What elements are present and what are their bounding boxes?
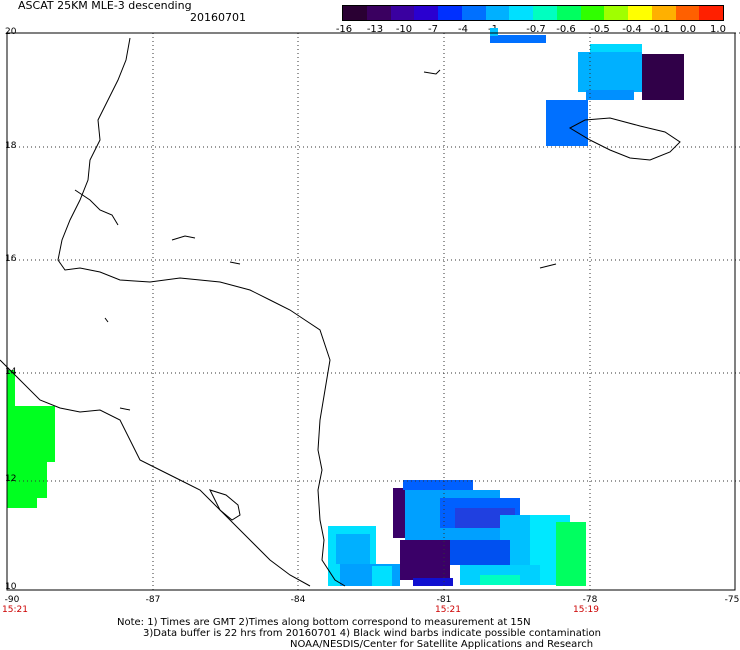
color-scale-segment [414,6,438,20]
color-label: -0.7 [526,24,546,35]
time-label: 15:19 [573,605,599,615]
color-scale-segment [509,6,533,20]
swath-cell [7,460,47,498]
color-label: -0.4 [622,24,642,35]
lon-label: -81 [436,595,452,605]
color-scale-segment [390,6,415,20]
coastlines [0,37,681,587]
color-scale-segment [438,6,462,20]
color-label: -4 [458,24,468,35]
footnote-line-3: NOAA/NESDIS/Center for Satellite Applica… [290,639,594,650]
color-label: -7 [428,24,438,35]
lon-label: -84 [290,595,306,605]
swath-cell [336,534,370,564]
color-label: -0.5 [590,24,610,35]
graticule [7,32,740,590]
color-scale-segment [366,6,391,20]
lon-label: -78 [582,595,598,605]
lat-label: 12 [5,474,17,484]
color-scale-segment [699,6,723,20]
color-label: -0.6 [556,24,576,35]
lon-label: -90 [4,595,20,605]
color-scale-segment [628,6,652,20]
swath-cell [590,44,642,54]
swath-cell [450,540,510,565]
swath-cell [578,52,642,92]
swath-cell [480,575,520,585]
color-scale-bar [342,5,724,21]
swath-cell [546,100,588,146]
color-scale-segment [651,6,676,20]
lat-label: 20 [5,27,17,37]
color-scale-segment [580,6,605,20]
color-label: -10 [395,24,413,35]
lat-label: 10 [5,582,17,592]
time-label: 15:21 [435,605,461,615]
color-label: -13 [366,24,384,35]
swath-cell [7,406,55,462]
color-scale-segment [675,6,700,20]
swath-cell [400,540,450,580]
color-scale-segment [604,6,628,20]
map-date: 20160701 [190,11,246,24]
lon-label: -75 [724,595,740,605]
color-scale-segment [461,6,486,20]
footnote-line-2: 3)Data buffer is 22 hrs from 20160701 4)… [143,628,601,639]
footnote-line-1: Note: 1) Times are GMT 2)Times along bot… [117,617,531,628]
color-scale-segment [533,6,557,20]
color-label: 1.0 [710,24,726,35]
wind-data-swaths [7,28,684,586]
color-scale-segment [343,6,367,20]
lon-label: -87 [145,595,161,605]
time-label: 15:21 [2,605,28,615]
map-frame [6,32,736,591]
swath-cell [7,370,15,408]
color-label: -0.1 [650,24,670,35]
swath-cell [7,496,37,508]
swath-cell [403,480,473,490]
color-label: -16 [335,24,353,35]
color-scale-segment [485,6,510,20]
color-scale-segment [556,6,581,20]
swath-cell [586,90,634,100]
swath-cell [490,28,498,36]
swath-cell [372,566,392,586]
lat-label: 14 [5,367,17,377]
map-title: ASCAT 25KM MLE-3 descending [18,0,192,12]
swath-cell [413,578,453,586]
color-label: 0.0 [680,24,696,35]
lat-label: 16 [5,254,17,264]
lat-label: 18 [5,141,17,151]
swath-cell [642,54,684,100]
swath-cell [490,35,546,43]
swath-cell [556,522,586,586]
